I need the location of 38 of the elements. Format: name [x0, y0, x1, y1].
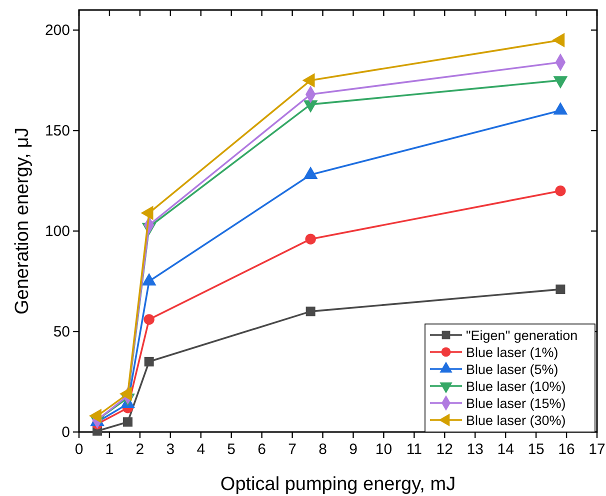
x-tick-label: 0: [74, 441, 84, 458]
x-tick-label: 12: [436, 441, 453, 458]
point: [555, 186, 566, 196]
x-tick-label: 16: [558, 441, 575, 458]
x-tick-label: 5: [227, 441, 236, 458]
x-tick-label: 13: [466, 441, 484, 458]
legend-label: Blue laser (1%): [466, 345, 558, 360]
y-axis-title: Generation energy, μJ: [12, 128, 33, 314]
x-tick-label: 3: [166, 441, 175, 458]
point: [144, 314, 154, 325]
x-tick-label: 7: [288, 441, 296, 458]
x-tick-label: 17: [588, 441, 606, 458]
legend-label: Blue laser (15%): [466, 396, 566, 411]
y-tick-label: 200: [44, 22, 70, 40]
x-tick-label: 10: [375, 441, 392, 458]
point: [305, 234, 316, 244]
y-tick-label: 100: [44, 223, 70, 240]
y-tick-label: 0: [62, 424, 70, 441]
point: [556, 284, 566, 294]
legend-label: Blue laser (5%): [466, 362, 558, 377]
x-tick-label: 1: [105, 441, 114, 458]
point: [144, 356, 154, 366]
x-tick-label: 4: [196, 441, 206, 458]
point: [123, 417, 132, 427]
legend-label: "Eigen" generation: [466, 328, 578, 343]
x-tick-label: 2: [136, 441, 144, 458]
x-tick-label: 9: [349, 441, 358, 458]
x-axis-title: Optical pumping energy, mJ: [220, 474, 456, 495]
x-tick-label: 8: [318, 441, 327, 458]
y-tick-label: 150: [44, 122, 70, 140]
x-tick-label: 11: [406, 441, 422, 458]
x-tick-label: 15: [528, 441, 544, 458]
point: [306, 306, 316, 316]
x-tick-label: 14: [497, 441, 514, 458]
legend-label: Blue laser (10%): [466, 379, 566, 394]
x-tick-label: 6: [258, 441, 266, 458]
y-tick-label: 50: [53, 324, 70, 341]
legend-label: Blue laser (30%): [466, 413, 566, 428]
